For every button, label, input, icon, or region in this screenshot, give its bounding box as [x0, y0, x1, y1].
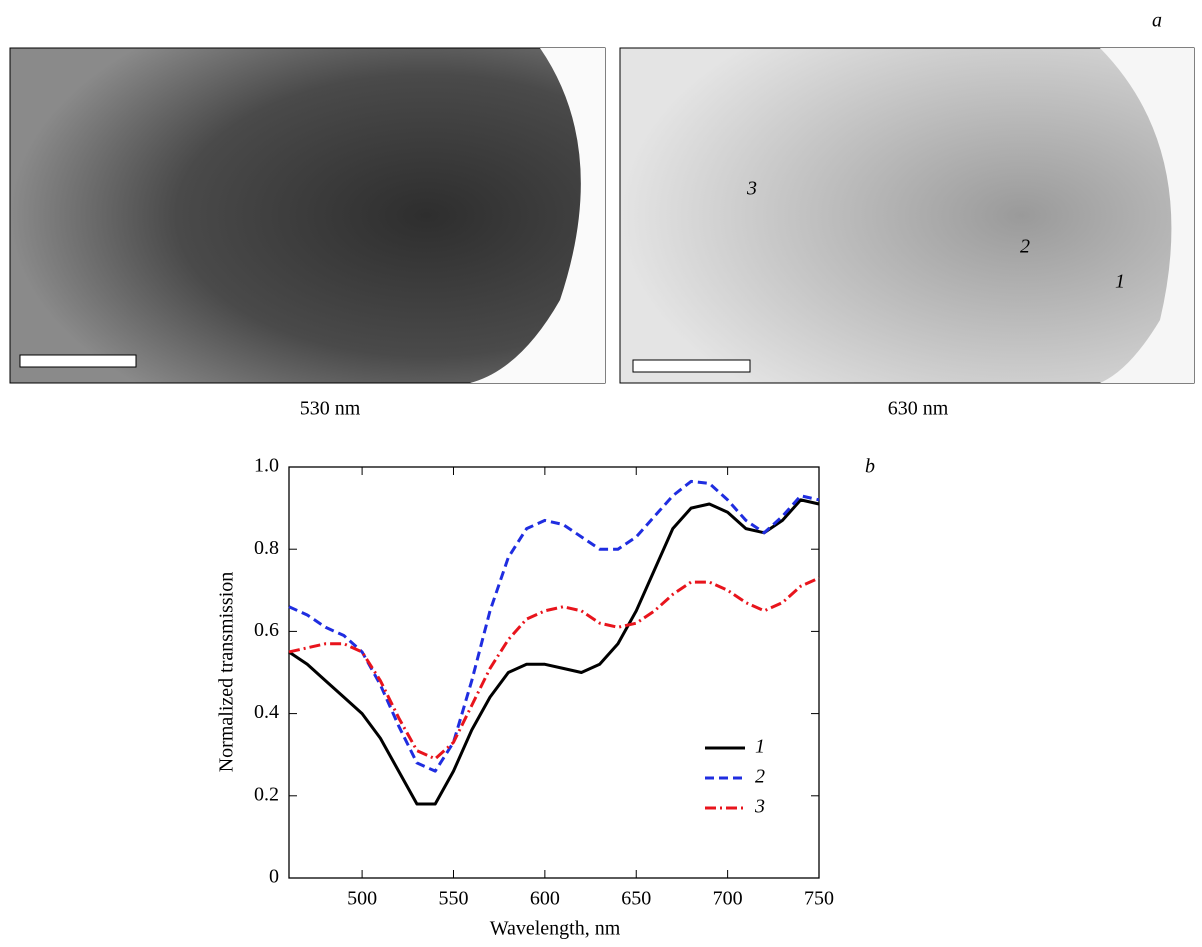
x-tick-label: 650 — [621, 888, 651, 910]
region-label: 2 — [1020, 236, 1030, 258]
region-label: 1 — [1115, 271, 1125, 293]
series-line — [288, 576, 820, 761]
x-tick-label: 700 — [713, 888, 743, 910]
region-label: 3 — [746, 178, 757, 200]
y-tick-label: 1.0 — [254, 455, 279, 477]
legend-label: 1 — [755, 736, 765, 758]
series-line — [288, 498, 820, 806]
y-tick-label: 0.6 — [254, 619, 279, 641]
series-line — [288, 479, 820, 773]
x-axis-label: Wavelength, nm — [490, 918, 621, 940]
micrograph — [9, 47, 606, 384]
y-tick-label: 0.4 — [254, 701, 279, 723]
image-caption: 530 nm — [300, 398, 361, 420]
y-tick-label: 0.2 — [254, 783, 279, 805]
x-tick-label: 600 — [530, 888, 560, 910]
scale-bar — [19, 354, 137, 368]
panel-label: a — [1152, 10, 1162, 32]
micrograph — [619, 47, 1195, 384]
legend-label: 3 — [754, 796, 765, 818]
x-tick-label: 750 — [804, 888, 834, 910]
scale-bar — [632, 359, 751, 373]
y-tick-label: 0.8 — [254, 537, 279, 559]
image — [619, 47, 1195, 384]
legend-label: 2 — [755, 766, 765, 788]
image-caption: 630 nm — [888, 398, 949, 420]
background — [470, 48, 605, 383]
y-axis-label: Normalized transmission — [216, 572, 238, 773]
x-tick-label: 550 — [438, 888, 468, 910]
y-tick-label: 0 — [269, 866, 279, 888]
panel-label: b — [865, 456, 875, 478]
x-tick-label: 500 — [347, 888, 377, 910]
image — [9, 47, 606, 384]
plot-frame — [288, 466, 820, 879]
background — [1100, 48, 1194, 383]
